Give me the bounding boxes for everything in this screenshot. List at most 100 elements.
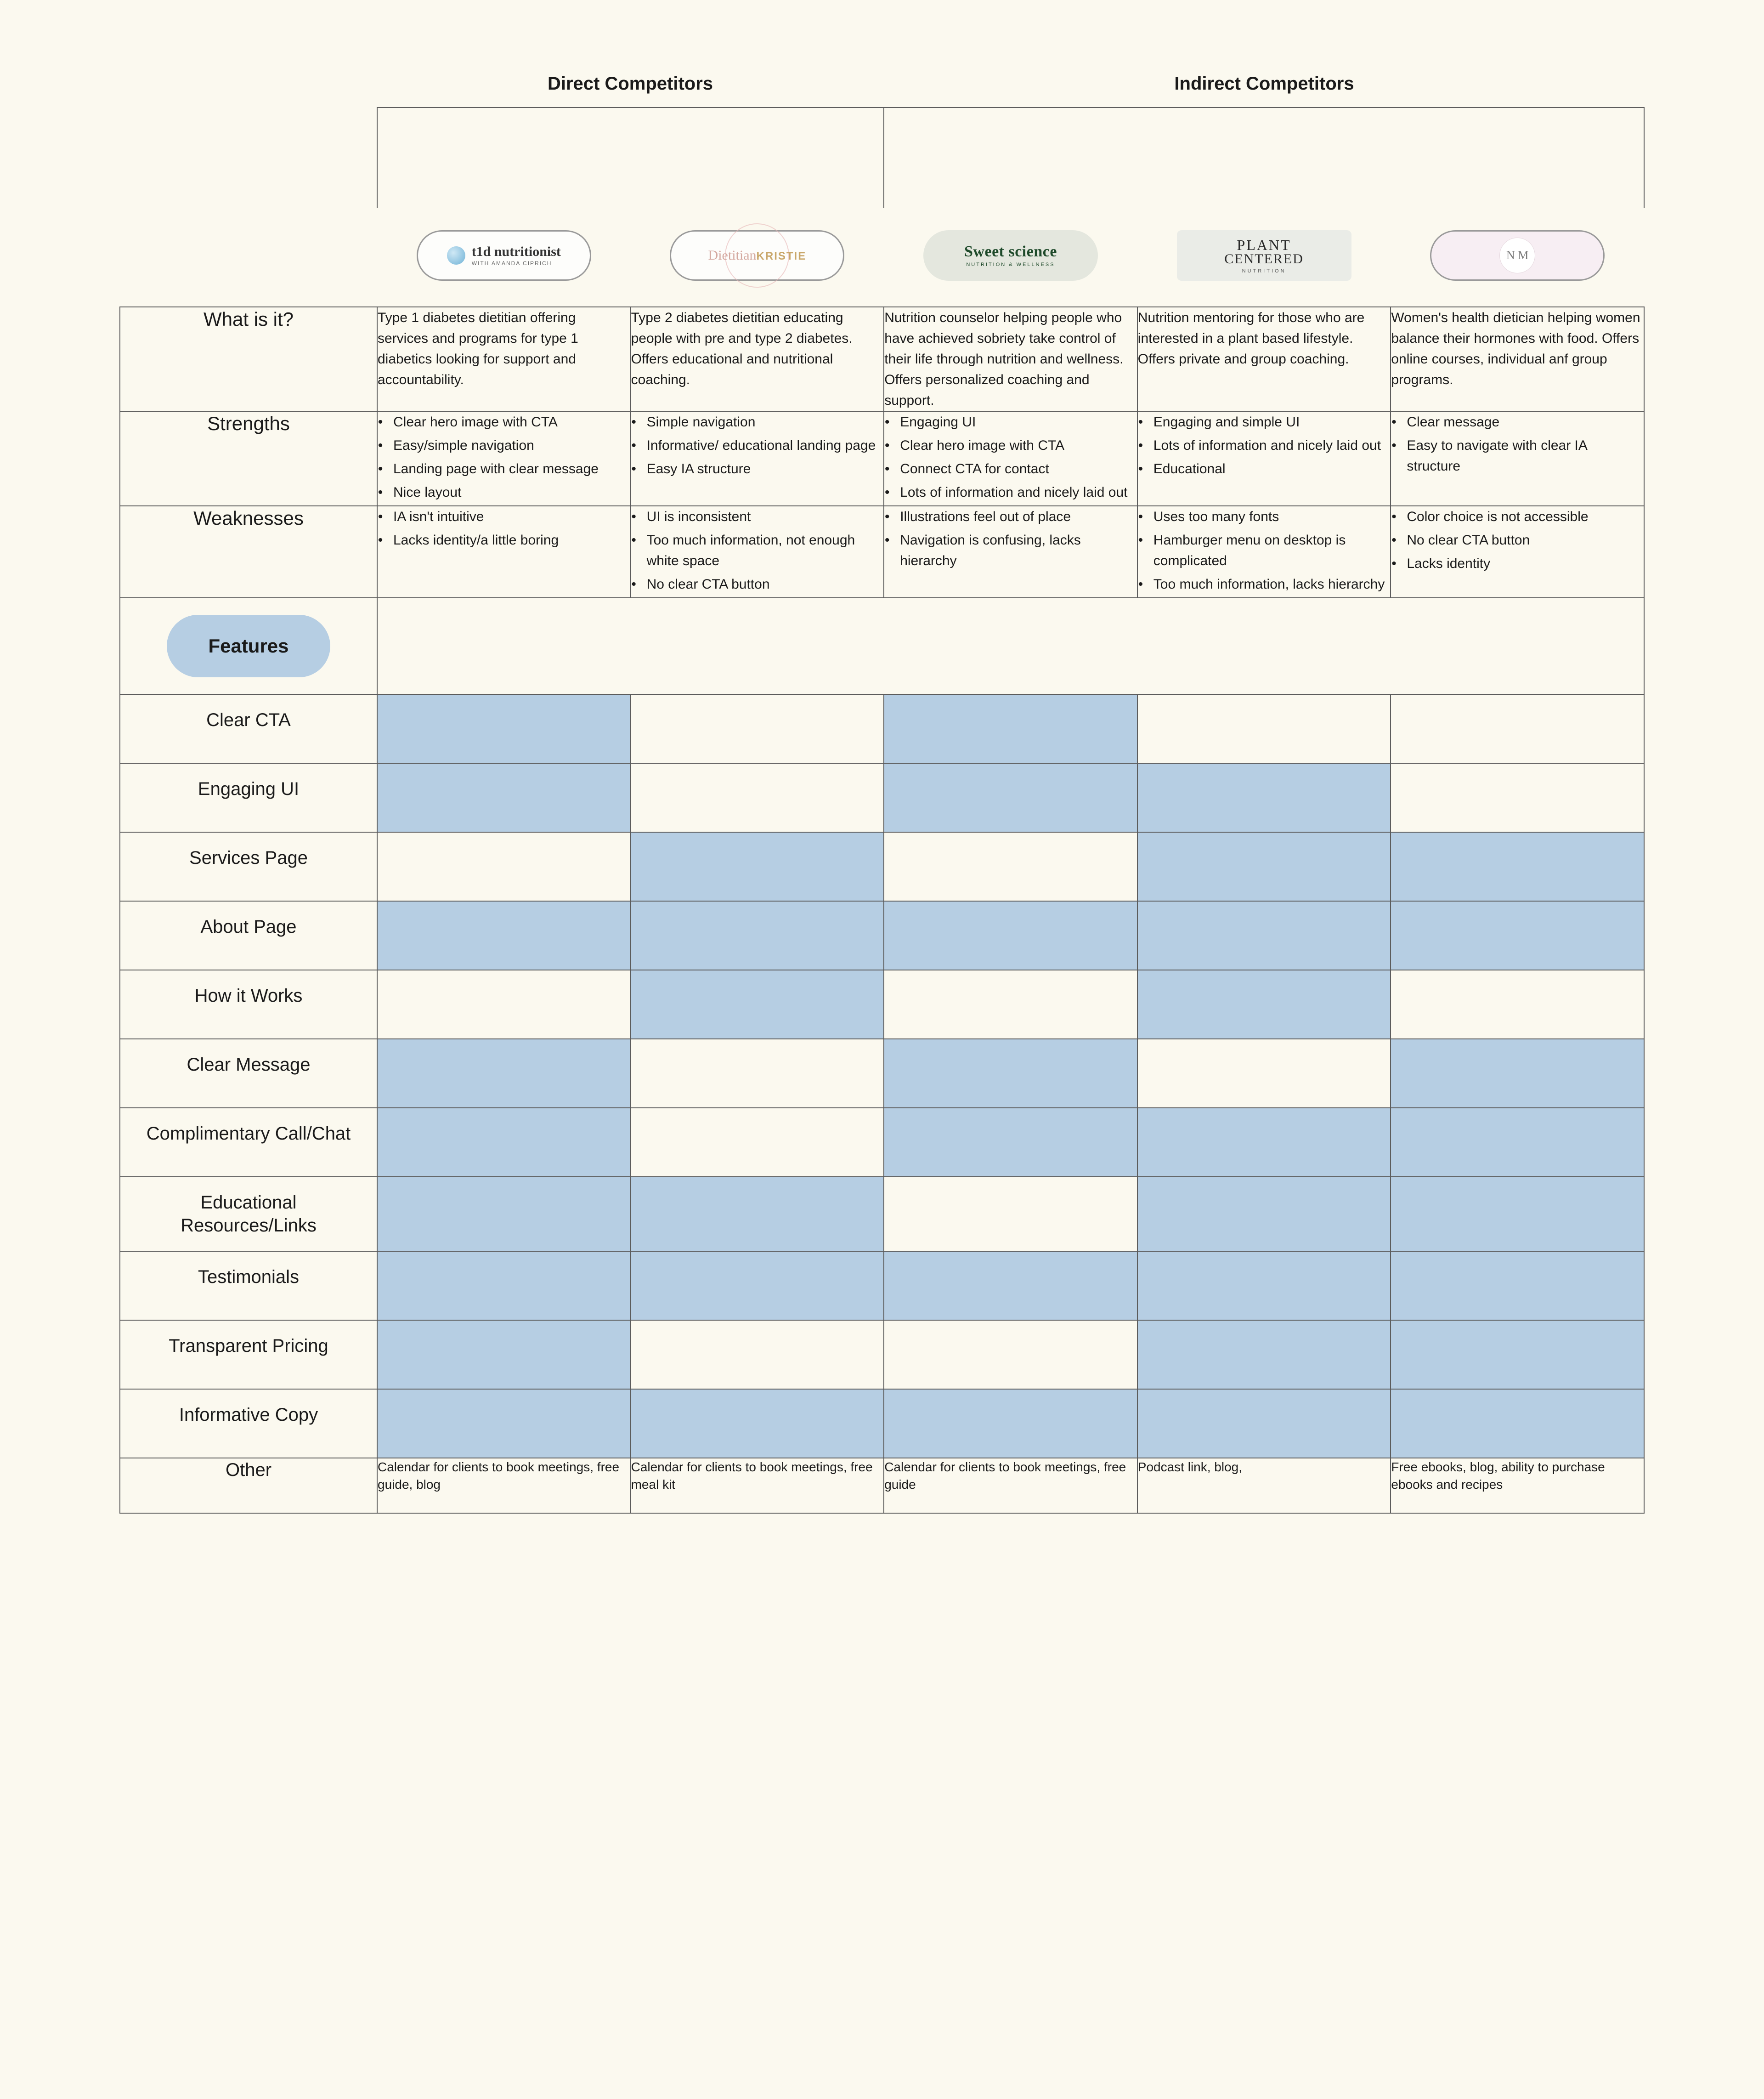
feature-cell bbox=[377, 1108, 631, 1177]
logo-cell-t1d: t1d nutritionist WITH AMANDA CIPRICH bbox=[377, 208, 631, 307]
logo-row-spacer bbox=[120, 208, 377, 307]
list-item: Nice layout bbox=[390, 482, 630, 503]
list-item: Navigation is confusing, lacks hierarchy bbox=[897, 530, 1137, 571]
feature-cell bbox=[631, 1320, 884, 1389]
row-features-header: Features bbox=[120, 598, 1644, 694]
list-item: Lacks identity/a little boring bbox=[390, 530, 630, 550]
logo-plant-line1: PLANT bbox=[1224, 238, 1304, 252]
feature-cell bbox=[884, 1039, 1137, 1108]
list-item: Informative/ educational landing page bbox=[644, 435, 884, 456]
list-item: Easy to navigate with clear IA structure bbox=[1404, 435, 1644, 477]
feature-row-label: Services Page bbox=[120, 832, 377, 901]
feature-row-label: About Page bbox=[120, 901, 377, 970]
feature-cell bbox=[631, 1389, 884, 1458]
list-item: Easy/simple navigation bbox=[390, 435, 630, 456]
logo-t1d-primary: t1d nutritionist bbox=[472, 245, 561, 259]
list-item: Engaging UI bbox=[897, 412, 1137, 432]
logo-nm-monogram-icon: N M bbox=[1499, 238, 1535, 273]
feature-cell bbox=[377, 1320, 631, 1389]
feature-cell bbox=[884, 832, 1137, 901]
feature-cell bbox=[377, 1251, 631, 1320]
strengths-sweet: Engaging UIClear hero image with CTAConn… bbox=[884, 411, 1137, 506]
feature-cell bbox=[1137, 694, 1391, 763]
feature-cell bbox=[1137, 1320, 1391, 1389]
feature-cell bbox=[1137, 763, 1391, 832]
list-item: UI is inconsistent bbox=[644, 506, 884, 527]
feature-row: Services Page bbox=[120, 832, 1644, 901]
feature-row: Informative Copy bbox=[120, 1389, 1644, 1458]
logo-kristie: DietitianKRISTIE bbox=[670, 230, 844, 281]
feature-cell bbox=[377, 763, 631, 832]
logo-nm: N M bbox=[1430, 230, 1605, 281]
feature-row-label: Transparent Pricing bbox=[120, 1320, 377, 1389]
feature-cell bbox=[884, 1320, 1137, 1389]
feature-cell bbox=[1137, 901, 1391, 970]
feature-cell bbox=[631, 832, 884, 901]
logo-cell-nm: N M bbox=[1391, 208, 1644, 307]
tier-headers: Direct Competitors Indirect Competitors bbox=[119, 74, 1645, 107]
feature-cell bbox=[1391, 1039, 1644, 1108]
feature-cell bbox=[1391, 901, 1644, 970]
feature-cell bbox=[631, 1108, 884, 1177]
strengths-kristie: Simple navigation Informative/ educationa… bbox=[631, 411, 884, 506]
feature-cell bbox=[377, 1389, 631, 1458]
feature-matrix: Clear CTAEngaging UIServices PageAbout P… bbox=[120, 694, 1644, 1458]
features-pill: Features bbox=[167, 615, 330, 677]
feature-row: How it Works bbox=[120, 970, 1644, 1039]
what-nm: Women's health dietician helping women b… bbox=[1391, 307, 1644, 411]
what-kristie: Type 2 diabetes dietitian educating peop… bbox=[631, 307, 884, 411]
feature-cell bbox=[1391, 1320, 1644, 1389]
list-item: Too much information, not enough white s… bbox=[644, 530, 884, 571]
feature-row: Transparent Pricing bbox=[120, 1320, 1644, 1389]
feature-cell bbox=[1391, 970, 1644, 1039]
feature-row-label: Educational Resources/Links bbox=[120, 1177, 377, 1251]
feature-row-label: How it Works bbox=[120, 970, 377, 1039]
feature-cell bbox=[631, 1251, 884, 1320]
logo-cell-sweet: Sweet science NUTRITION & WELLNESS bbox=[884, 208, 1137, 307]
list-item: No clear CTA button bbox=[1404, 530, 1644, 550]
feature-cell bbox=[884, 694, 1137, 763]
bracket-spacer bbox=[119, 107, 377, 208]
features-header-blank bbox=[377, 598, 1644, 694]
logo-plant-secondary: NUTRITION bbox=[1224, 269, 1304, 274]
weaknesses-kristie: UI is inconsistent Too much information, … bbox=[631, 506, 884, 598]
what-t1d: Type 1 diabetes dietitian offering servi… bbox=[377, 307, 631, 411]
feature-row-label: Complimentary Call/Chat bbox=[120, 1108, 377, 1177]
other-t1d: Calendar for clients to book meetings, f… bbox=[377, 1458, 631, 1513]
feature-row: About Page bbox=[120, 901, 1644, 970]
competitor-analysis-page: Direct Competitors Indirect Competitors … bbox=[0, 0, 1764, 2099]
features-pill-cell: Features bbox=[120, 598, 377, 694]
feature-cell bbox=[377, 1039, 631, 1108]
list-item: Lots of information and nicely laid out bbox=[897, 482, 1137, 503]
feature-cell bbox=[1391, 694, 1644, 763]
row-label-what: What is it? bbox=[120, 307, 377, 411]
list-item: Engaging and simple UI bbox=[1151, 412, 1391, 432]
list-item: Clear message bbox=[1404, 412, 1644, 432]
feature-cell bbox=[1391, 763, 1644, 832]
list-item: Educational bbox=[1151, 459, 1391, 479]
logo-sweet: Sweet science NUTRITION & WELLNESS bbox=[923, 230, 1098, 281]
feature-row-label: Clear CTA bbox=[120, 694, 377, 763]
row-strengths: Strengths Clear hero image with CTAEasy/… bbox=[120, 411, 1644, 506]
what-plant: Nutrition mentoring for those who are in… bbox=[1137, 307, 1391, 411]
list-item: Simple navigation bbox=[644, 412, 884, 432]
row-other: Other Calendar for clients to book meeti… bbox=[120, 1458, 1644, 1513]
logo-t1d-icon bbox=[447, 246, 465, 265]
feature-cell bbox=[631, 901, 884, 970]
tier-spacer bbox=[119, 74, 377, 107]
feature-row: Educational Resources/Links bbox=[120, 1177, 1644, 1251]
row-label-other: Other bbox=[120, 1458, 377, 1513]
feature-cell bbox=[631, 763, 884, 832]
other-nm: Free ebooks, blog, ability to purchase e… bbox=[1391, 1458, 1644, 1513]
feature-row: Clear Message bbox=[120, 1039, 1644, 1108]
weaknesses-t1d: IA isn't intuitiveLacks identity/a littl… bbox=[377, 506, 631, 598]
feature-row: Testimonials bbox=[120, 1251, 1644, 1320]
weaknesses-nm: Color choice is not accessible No clear C… bbox=[1391, 506, 1644, 598]
feature-cell bbox=[1137, 1177, 1391, 1251]
feature-cell bbox=[884, 1108, 1137, 1177]
list-item: Color choice is not accessible bbox=[1404, 506, 1644, 527]
tier-brackets bbox=[119, 107, 1645, 208]
logo-plant-line2: CENTERED bbox=[1224, 252, 1304, 266]
feature-cell bbox=[1391, 1108, 1644, 1177]
feature-row: Clear CTA bbox=[120, 694, 1644, 763]
